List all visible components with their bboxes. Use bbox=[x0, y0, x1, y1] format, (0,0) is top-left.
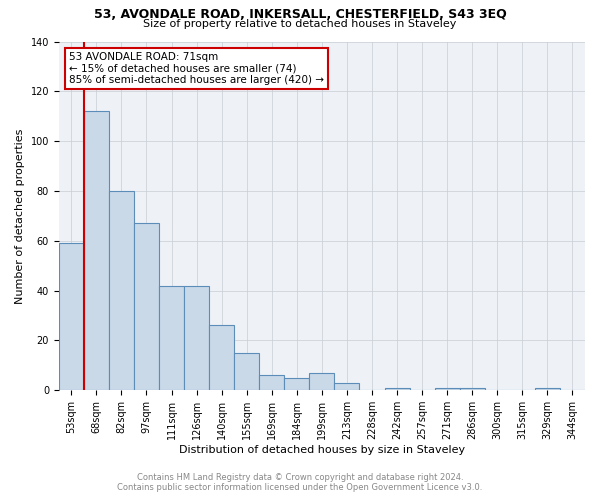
Bar bbox=[84, 111, 109, 390]
Bar bbox=[460, 388, 485, 390]
Bar bbox=[310, 373, 334, 390]
Bar bbox=[209, 326, 234, 390]
Text: 53 AVONDALE ROAD: 71sqm
← 15% of detached houses are smaller (74)
85% of semi-de: 53 AVONDALE ROAD: 71sqm ← 15% of detache… bbox=[70, 52, 325, 85]
Text: Contains HM Land Registry data © Crown copyright and database right 2024.
Contai: Contains HM Land Registry data © Crown c… bbox=[118, 473, 482, 492]
Bar bbox=[284, 378, 310, 390]
Bar bbox=[234, 353, 259, 390]
Bar bbox=[159, 286, 184, 390]
Bar bbox=[59, 244, 84, 390]
Bar bbox=[334, 382, 359, 390]
Bar bbox=[259, 376, 284, 390]
Bar bbox=[434, 388, 460, 390]
Bar bbox=[385, 388, 410, 390]
Y-axis label: Number of detached properties: Number of detached properties bbox=[15, 128, 25, 304]
Bar bbox=[184, 286, 209, 390]
Text: Size of property relative to detached houses in Staveley: Size of property relative to detached ho… bbox=[143, 19, 457, 29]
Bar bbox=[535, 388, 560, 390]
Bar bbox=[109, 191, 134, 390]
Bar bbox=[134, 224, 159, 390]
X-axis label: Distribution of detached houses by size in Staveley: Distribution of detached houses by size … bbox=[179, 445, 465, 455]
Text: 53, AVONDALE ROAD, INKERSALL, CHESTERFIELD, S43 3EQ: 53, AVONDALE ROAD, INKERSALL, CHESTERFIE… bbox=[94, 8, 506, 20]
